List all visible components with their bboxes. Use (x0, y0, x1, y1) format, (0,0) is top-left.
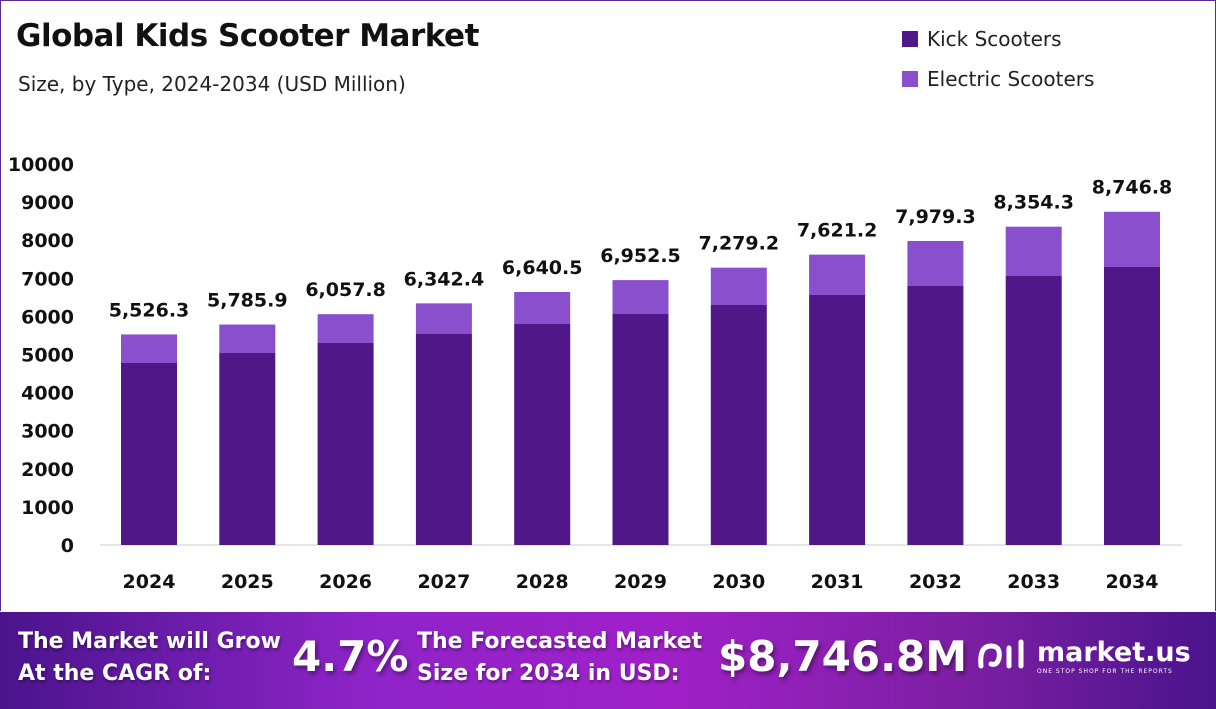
forecast-label-line2: Size for 2034 in USD: (417, 661, 680, 686)
legend-item-electric: Electric Scooters (902, 67, 1094, 91)
total-label: 6,952.5 (600, 245, 681, 267)
bar-electric-2025 (219, 324, 276, 354)
bar-electric-2026 (317, 314, 374, 343)
chart-subtitle: Size, by Type, 2024-2034 (USD Million) (18, 72, 406, 96)
cagr-label-line2: At the CAGR of: (18, 661, 212, 686)
bar-electric-2027 (415, 303, 472, 335)
summary-banner: The Market will Grow At the CAGR of: 4.7… (0, 612, 1216, 709)
y-tick-label: 1000 (21, 497, 74, 519)
total-label: 6,057.8 (305, 279, 386, 301)
x-tick-label: 2031 (811, 571, 864, 593)
y-tick-label: 2000 (21, 459, 74, 481)
bar-kick-2027 (415, 334, 472, 545)
bar-electric-2030 (710, 267, 767, 306)
bar-electric-2032 (907, 240, 964, 286)
x-tick-label: 2034 (1106, 571, 1159, 593)
y-tick-label: 0 (61, 535, 74, 557)
total-label: 6,640.5 (502, 257, 583, 279)
x-tick-label: 2026 (319, 571, 372, 593)
x-tick-label: 2024 (123, 571, 176, 593)
total-label: 5,785.9 (207, 290, 288, 312)
forecast-label: The Forecasted Market Size for 2034 in U… (417, 626, 702, 690)
bar-electric-2029 (612, 280, 669, 314)
chart-plot: 0 1000 2000 3000 4000 5000 6000 7000 8000 9000 100… (8, 154, 1182, 593)
bar-kick-2034 (1104, 266, 1160, 545)
x-tick-label: 2029 (614, 571, 667, 593)
x-tick-label: 2027 (417, 571, 470, 593)
total-label: 7,279.2 (699, 233, 780, 255)
bar-kick-2025 (219, 353, 276, 545)
total-label: 8,354.3 (993, 192, 1074, 214)
bar-kick-2026 (317, 342, 374, 545)
cagr-label-line1: The Market will Grow (18, 629, 281, 654)
bar-electric-2034 (1104, 211, 1160, 267)
bar-electric-2031 (809, 254, 866, 295)
y-tick-label: 5000 (21, 345, 74, 367)
y-tick-label: 7000 (21, 268, 74, 290)
y-tick-label: 10000 (8, 154, 74, 176)
cagr-value: 4.7% (292, 632, 409, 681)
total-label: 5,526.3 (109, 299, 190, 321)
x-tick-label: 2025 (221, 571, 274, 593)
bar-kick-2032 (907, 285, 964, 545)
bar-electric-2028 (514, 291, 571, 325)
total-label: 8,746.8 (1092, 177, 1173, 199)
forecast-value: $8,746.8M (718, 632, 968, 681)
legend-label: Electric Scooters (927, 67, 1095, 91)
x-tick-label: 2028 (516, 571, 569, 593)
total-label: 6,342.4 (404, 268, 485, 290)
logo-name: market.us (1037, 637, 1191, 668)
logo-icon (978, 639, 1024, 669)
bar-kick-2030 (710, 305, 767, 545)
bar-kick-2033 (1005, 276, 1062, 545)
bar-kick-2029 (612, 313, 669, 545)
x-tick-label: 2033 (1007, 571, 1060, 593)
legend-swatch-electric (902, 71, 918, 87)
forecast-label-line1: The Forecasted Market (417, 629, 703, 654)
total-label: 7,979.3 (895, 206, 976, 228)
cagr-label: The Market will Grow At the CAGR of: (18, 626, 281, 690)
legend-item-kick: Kick Scooters (902, 27, 1062, 51)
legend-label: Kick Scooters (927, 27, 1062, 51)
y-tick-label: 6000 (21, 306, 74, 328)
market-us-logo: market.us ONE STOP SHOP FOR THE REPORTS (975, 636, 1191, 676)
y-tick-label: 8000 (21, 230, 74, 252)
x-tick-label: 2030 (712, 571, 765, 593)
legend-swatch-kick (902, 31, 918, 47)
bar-electric-2024 (121, 334, 177, 363)
logo-tagline: ONE STOP SHOP FOR THE REPORTS (1037, 668, 1173, 675)
y-tick-label: 4000 (21, 383, 74, 405)
chart-title: Global Kids Scooter Market (16, 18, 479, 54)
bar-kick-2024 (121, 362, 177, 545)
bar-kick-2028 (514, 324, 571, 545)
bar-kick-2031 (809, 294, 866, 545)
x-tick-label: 2032 (909, 571, 962, 593)
y-tick-label: 9000 (21, 192, 74, 214)
total-label: 7,621.2 (797, 220, 878, 242)
bar-electric-2033 (1005, 226, 1062, 277)
y-tick-label: 3000 (21, 421, 74, 443)
